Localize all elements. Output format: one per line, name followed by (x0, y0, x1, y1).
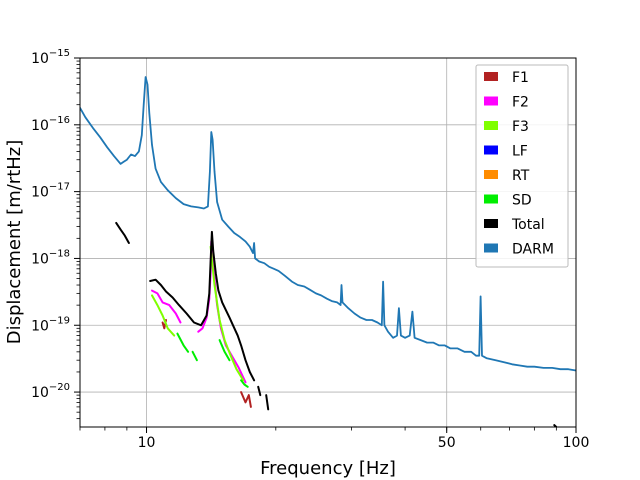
legend-swatch-f2 (484, 96, 498, 106)
legend-label-f2: F2 (512, 95, 529, 111)
series-line-sd (176, 332, 190, 353)
series-line-sd (191, 350, 198, 362)
legend-swatch-darm (484, 243, 498, 253)
y-tick-label: 10−17 (31, 182, 70, 201)
x-tick-label: 10 (138, 435, 156, 451)
tick-labels: 10 50 100 10−20 10−19 10−18 10−17 10−16 10−15 (31, 48, 589, 451)
axis-ticks (74, 57, 577, 433)
legend: F1 F2 F3 LF RT SD Total DARM (475, 64, 569, 268)
series-line-f1 (240, 391, 252, 408)
series-line-total (265, 394, 270, 411)
legend-swatch-sd (484, 194, 498, 204)
y-tick-label: 10−15 (31, 48, 70, 67)
series-line-total (257, 385, 262, 397)
series-line-darm (80, 76, 576, 372)
y-tick-label: 10−19 (31, 315, 70, 334)
y-tick-label: 10−20 (31, 382, 70, 401)
x-axis-title: Frequency [Hz] (260, 458, 396, 479)
legend-swatch-total (484, 219, 498, 228)
plot-frame (79, 57, 577, 428)
legend-label-f1: F1 (512, 70, 529, 86)
legend-label-total: Total (511, 217, 545, 233)
legend-label-rt: RT (512, 168, 530, 184)
legend-label-f3: F3 (512, 119, 529, 135)
series-line-total (115, 221, 130, 244)
legend-box (475, 64, 569, 268)
y-axis-title: Displacement [m/rtHz] (4, 140, 25, 345)
series-line-sd (240, 379, 249, 388)
series-line-total (149, 230, 256, 382)
legend-swatch-f1 (484, 72, 498, 81)
x-tick-label: 100 (563, 435, 590, 451)
series-line-sd (218, 339, 231, 362)
legend-swatch-f3 (484, 121, 498, 130)
x-tick-label: 50 (438, 435, 456, 451)
y-tick-label: 10−16 (31, 115, 70, 134)
legend-label-sd: SD (512, 193, 532, 209)
y-tick-label: 10−18 (31, 248, 70, 267)
legend-swatch-lf (484, 145, 498, 155)
series-line-f3 (209, 245, 245, 382)
legend-swatch-rt (484, 170, 498, 179)
legend-label-darm: DARM (512, 242, 554, 258)
series-line-f2 (151, 289, 182, 324)
legend-label-lf: LF (512, 144, 528, 160)
series-line-f3 (151, 294, 176, 337)
series-lines (80, 76, 576, 427)
